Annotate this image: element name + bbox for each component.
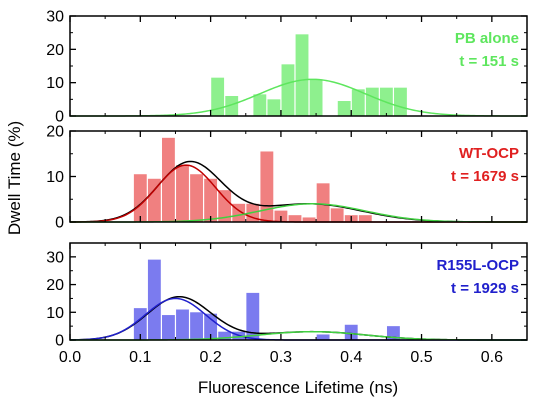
- histogram-bar: [267, 99, 281, 116]
- panel-label-name: WT-OCP: [459, 145, 519, 162]
- panel-label-time: t = 1679 s: [451, 168, 519, 185]
- histogram-bar: [316, 183, 330, 222]
- histogram-bar: [176, 309, 189, 340]
- y-tick-label: 20: [46, 42, 64, 59]
- histogram-bar: [176, 165, 189, 222]
- x-tick-label: 0.1: [129, 349, 151, 366]
- x-tick-label: 0.0: [59, 349, 81, 366]
- histogram-bar: [133, 174, 147, 222]
- histogram-bar: [204, 178, 218, 222]
- histogram-bar: [260, 151, 274, 222]
- histogram-bar: [204, 313, 218, 340]
- x-tick-label: 0.2: [199, 349, 221, 366]
- y-tick-label: 20: [46, 124, 64, 141]
- histogram-bar: [190, 312, 203, 340]
- panel-label-name: PB alone: [455, 30, 519, 47]
- panel-2: 0 10 20 WT-OCP t = 1679 s: [46, 124, 528, 232]
- panel-1: 0 10 20 30 PB alone t = 151 s: [46, 9, 528, 126]
- x-tick-label: 0.5: [410, 349, 432, 366]
- y-axis-title: Dwell Time (%): [5, 121, 24, 235]
- histogram-bar: [218, 190, 232, 222]
- histogram-bar: [330, 208, 344, 222]
- histogram-bar: [358, 215, 372, 222]
- histogram-bar: [394, 87, 407, 116]
- y-tick-label: 10: [46, 169, 64, 186]
- panel-label-time: t = 1929 s: [451, 280, 519, 297]
- y-tick-label: 10: [46, 75, 64, 92]
- histogram-bar: [246, 292, 260, 340]
- y-tick-label: 20: [46, 277, 64, 294]
- y-tick-label: 0: [55, 333, 64, 350]
- histogram-bar: [162, 137, 175, 222]
- histogram-bar: [162, 315, 175, 340]
- histogram-bar: [365, 87, 379, 116]
- histogram-bar: [295, 34, 309, 117]
- y-tick-label: 0: [55, 215, 64, 232]
- y-tick-label: 30: [46, 249, 64, 266]
- panel-3: 0 10 20 30 R155L-OCP t = 1929 s: [46, 242, 528, 350]
- histogram-bar: [253, 94, 267, 116]
- histogram-bar: [190, 174, 203, 222]
- histogram-bar: [281, 64, 295, 116]
- histogram-bar: [147, 178, 161, 222]
- histogram-bar: [302, 217, 316, 222]
- panel-label-name: R155L-OCP: [436, 257, 519, 274]
- y-tick-label: 0: [55, 109, 64, 126]
- histogram-bar: [225, 96, 239, 116]
- histogram-bar: [351, 89, 365, 116]
- histogram-bar: [288, 215, 302, 222]
- histogram-bar: [309, 79, 323, 116]
- plot-area: 0 10 20 30 PB alone t = 151 s 0 10 20 WT-OCP t = 1…: [46, 9, 528, 366]
- histogram-bar: [211, 77, 225, 116]
- panel-frame: [69, 242, 528, 341]
- histogram-bar: [337, 101, 351, 116]
- histogram-bar: [344, 324, 358, 340]
- x-tick-label: 0.3: [270, 349, 292, 366]
- y-tick-label: 10: [46, 305, 64, 322]
- panel-label-time: t = 151 s: [459, 53, 519, 70]
- x-axis-title: Fluorescence Lifetime (ns): [198, 378, 398, 397]
- x-tick-label: 0.4: [340, 349, 362, 366]
- histogram-bar: [147, 259, 161, 340]
- histogram-bar: [218, 331, 232, 340]
- x-tick-label: 0.6: [481, 349, 503, 366]
- histogram-bar: [316, 334, 330, 340]
- y-tick-label: 30: [46, 9, 64, 26]
